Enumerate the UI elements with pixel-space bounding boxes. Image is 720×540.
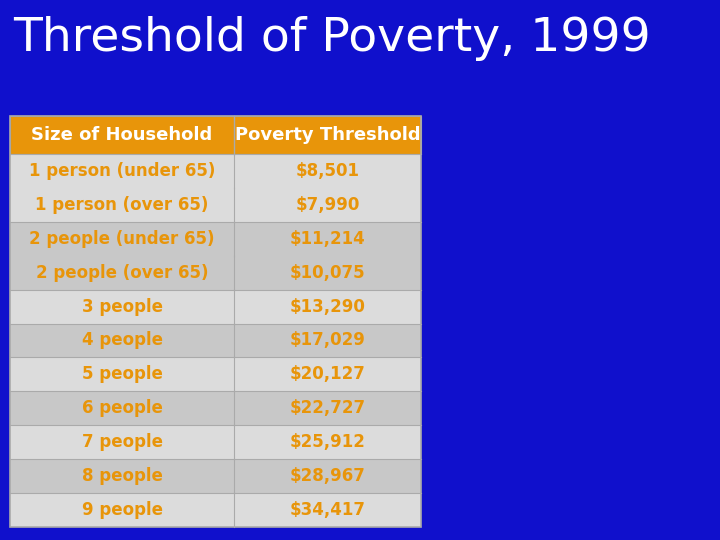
Text: Threshold of Poverty, 1999: Threshold of Poverty, 1999 [13, 16, 651, 61]
Text: 1 person (under 65): 1 person (under 65) [29, 163, 215, 180]
FancyBboxPatch shape [10, 323, 421, 357]
Text: $22,727: $22,727 [289, 399, 366, 417]
Text: $25,912: $25,912 [289, 433, 366, 451]
Text: 9 people: 9 people [81, 501, 163, 518]
Text: $8,501: $8,501 [296, 163, 359, 180]
FancyBboxPatch shape [10, 492, 421, 526]
Text: $34,417: $34,417 [289, 501, 366, 518]
FancyBboxPatch shape [10, 222, 421, 256]
Text: 1 person (over 65): 1 person (over 65) [35, 196, 209, 214]
Text: Size of Household: Size of Household [32, 126, 212, 144]
Text: $10,075: $10,075 [289, 264, 366, 282]
Text: 2 people (over 65): 2 people (over 65) [36, 264, 208, 282]
FancyBboxPatch shape [10, 290, 421, 323]
Text: 5 people: 5 people [81, 365, 163, 383]
Text: $17,029: $17,029 [289, 332, 366, 349]
Text: 4 people: 4 people [81, 332, 163, 349]
Text: 2 people (under 65): 2 people (under 65) [30, 230, 215, 248]
Text: 7 people: 7 people [81, 433, 163, 451]
Text: 8 people: 8 people [81, 467, 163, 485]
FancyBboxPatch shape [10, 357, 421, 391]
Text: $13,290: $13,290 [289, 298, 366, 316]
Text: Poverty Threshold: Poverty Threshold [235, 126, 420, 144]
FancyBboxPatch shape [10, 188, 421, 222]
FancyBboxPatch shape [10, 116, 421, 154]
FancyBboxPatch shape [10, 425, 421, 459]
Text: $20,127: $20,127 [289, 365, 366, 383]
FancyBboxPatch shape [10, 154, 421, 188]
Text: 6 people: 6 people [81, 399, 163, 417]
FancyBboxPatch shape [10, 256, 421, 290]
FancyBboxPatch shape [10, 459, 421, 492]
Text: 3 people: 3 people [81, 298, 163, 316]
FancyBboxPatch shape [10, 391, 421, 425]
Text: $11,214: $11,214 [289, 230, 366, 248]
Text: $28,967: $28,967 [289, 467, 366, 485]
Text: $7,990: $7,990 [295, 196, 360, 214]
